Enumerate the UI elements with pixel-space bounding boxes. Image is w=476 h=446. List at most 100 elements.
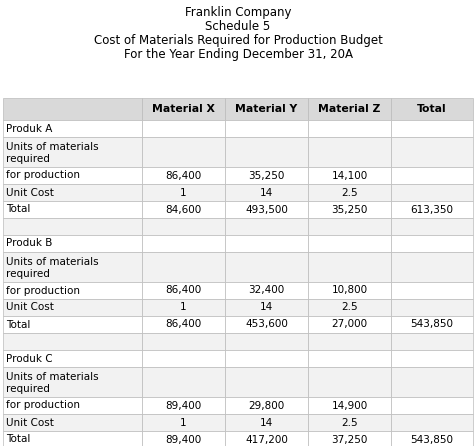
- Bar: [3, 167, 142, 184]
- Bar: [308, 184, 391, 201]
- Bar: [3, 184, 142, 201]
- Text: 14,900: 14,900: [331, 401, 368, 410]
- Bar: [3, 98, 142, 120]
- Bar: [142, 252, 225, 282]
- Text: required: required: [6, 268, 50, 279]
- Bar: [391, 184, 473, 201]
- Bar: [391, 431, 473, 446]
- Bar: [225, 235, 308, 252]
- Bar: [142, 397, 225, 414]
- Bar: [308, 201, 391, 218]
- Bar: [391, 350, 473, 367]
- Bar: [3, 235, 142, 252]
- Bar: [308, 316, 391, 333]
- Text: Total: Total: [6, 205, 30, 215]
- Bar: [142, 218, 225, 235]
- Text: 89,400: 89,400: [165, 401, 201, 410]
- Bar: [3, 252, 142, 282]
- Text: 86,400: 86,400: [165, 319, 201, 330]
- Text: 2.5: 2.5: [341, 187, 358, 198]
- Bar: [142, 98, 225, 120]
- Bar: [225, 316, 308, 333]
- Text: 14,100: 14,100: [331, 170, 368, 181]
- Bar: [308, 414, 391, 431]
- Bar: [308, 167, 391, 184]
- Bar: [391, 299, 473, 316]
- Text: required: required: [6, 153, 50, 164]
- Bar: [225, 367, 308, 397]
- Bar: [391, 98, 473, 120]
- Text: 453,600: 453,600: [245, 319, 288, 330]
- Bar: [3, 201, 142, 218]
- Bar: [225, 333, 308, 350]
- Bar: [391, 137, 473, 167]
- Bar: [391, 201, 473, 218]
- Text: 84,600: 84,600: [165, 205, 201, 215]
- Bar: [225, 350, 308, 367]
- Bar: [308, 282, 391, 299]
- Bar: [391, 167, 473, 184]
- Text: 35,250: 35,250: [331, 205, 368, 215]
- Text: Cost of Materials Required for Production Budget: Cost of Materials Required for Productio…: [94, 34, 382, 47]
- Text: 1: 1: [180, 187, 187, 198]
- Text: for production: for production: [6, 285, 80, 296]
- Bar: [142, 120, 225, 137]
- Bar: [3, 333, 142, 350]
- Bar: [142, 235, 225, 252]
- Bar: [308, 350, 391, 367]
- Bar: [391, 120, 473, 137]
- Bar: [391, 252, 473, 282]
- Bar: [225, 252, 308, 282]
- Bar: [142, 299, 225, 316]
- Text: Produk C: Produk C: [6, 354, 53, 363]
- Text: Material Z: Material Z: [318, 104, 381, 114]
- Bar: [308, 218, 391, 235]
- Text: Material X: Material X: [152, 104, 215, 114]
- Text: 37,250: 37,250: [331, 434, 368, 445]
- Text: Unit Cost: Unit Cost: [6, 302, 54, 313]
- Text: Total: Total: [6, 319, 30, 330]
- Text: 10,800: 10,800: [332, 285, 367, 296]
- Text: Schedule 5: Schedule 5: [205, 20, 271, 33]
- Bar: [225, 184, 308, 201]
- Bar: [142, 137, 225, 167]
- Bar: [3, 414, 142, 431]
- Bar: [3, 218, 142, 235]
- Bar: [142, 167, 225, 184]
- Text: 613,350: 613,350: [411, 205, 454, 215]
- Text: 86,400: 86,400: [165, 170, 201, 181]
- Bar: [3, 282, 142, 299]
- Bar: [308, 252, 391, 282]
- Bar: [225, 218, 308, 235]
- Bar: [225, 282, 308, 299]
- Text: 493,500: 493,500: [245, 205, 288, 215]
- Bar: [142, 431, 225, 446]
- Bar: [3, 367, 142, 397]
- Bar: [142, 414, 225, 431]
- Bar: [142, 367, 225, 397]
- Bar: [391, 397, 473, 414]
- Text: required: required: [6, 384, 50, 394]
- Text: 1: 1: [180, 417, 187, 428]
- Bar: [308, 137, 391, 167]
- Text: Total: Total: [417, 104, 447, 114]
- Bar: [225, 431, 308, 446]
- Bar: [391, 367, 473, 397]
- Text: Produk B: Produk B: [6, 239, 52, 248]
- Text: 417,200: 417,200: [245, 434, 288, 445]
- Text: Material Y: Material Y: [235, 104, 298, 114]
- Bar: [3, 299, 142, 316]
- Bar: [142, 316, 225, 333]
- Text: 32,400: 32,400: [248, 285, 285, 296]
- Bar: [391, 282, 473, 299]
- Text: Unit Cost: Unit Cost: [6, 187, 54, 198]
- Text: Units of materials: Units of materials: [6, 256, 99, 267]
- Text: 27,000: 27,000: [332, 319, 367, 330]
- Bar: [3, 350, 142, 367]
- Bar: [142, 350, 225, 367]
- Bar: [3, 316, 142, 333]
- Text: Unit Cost: Unit Cost: [6, 417, 54, 428]
- Bar: [308, 98, 391, 120]
- Text: 14: 14: [260, 417, 273, 428]
- Text: 14: 14: [260, 302, 273, 313]
